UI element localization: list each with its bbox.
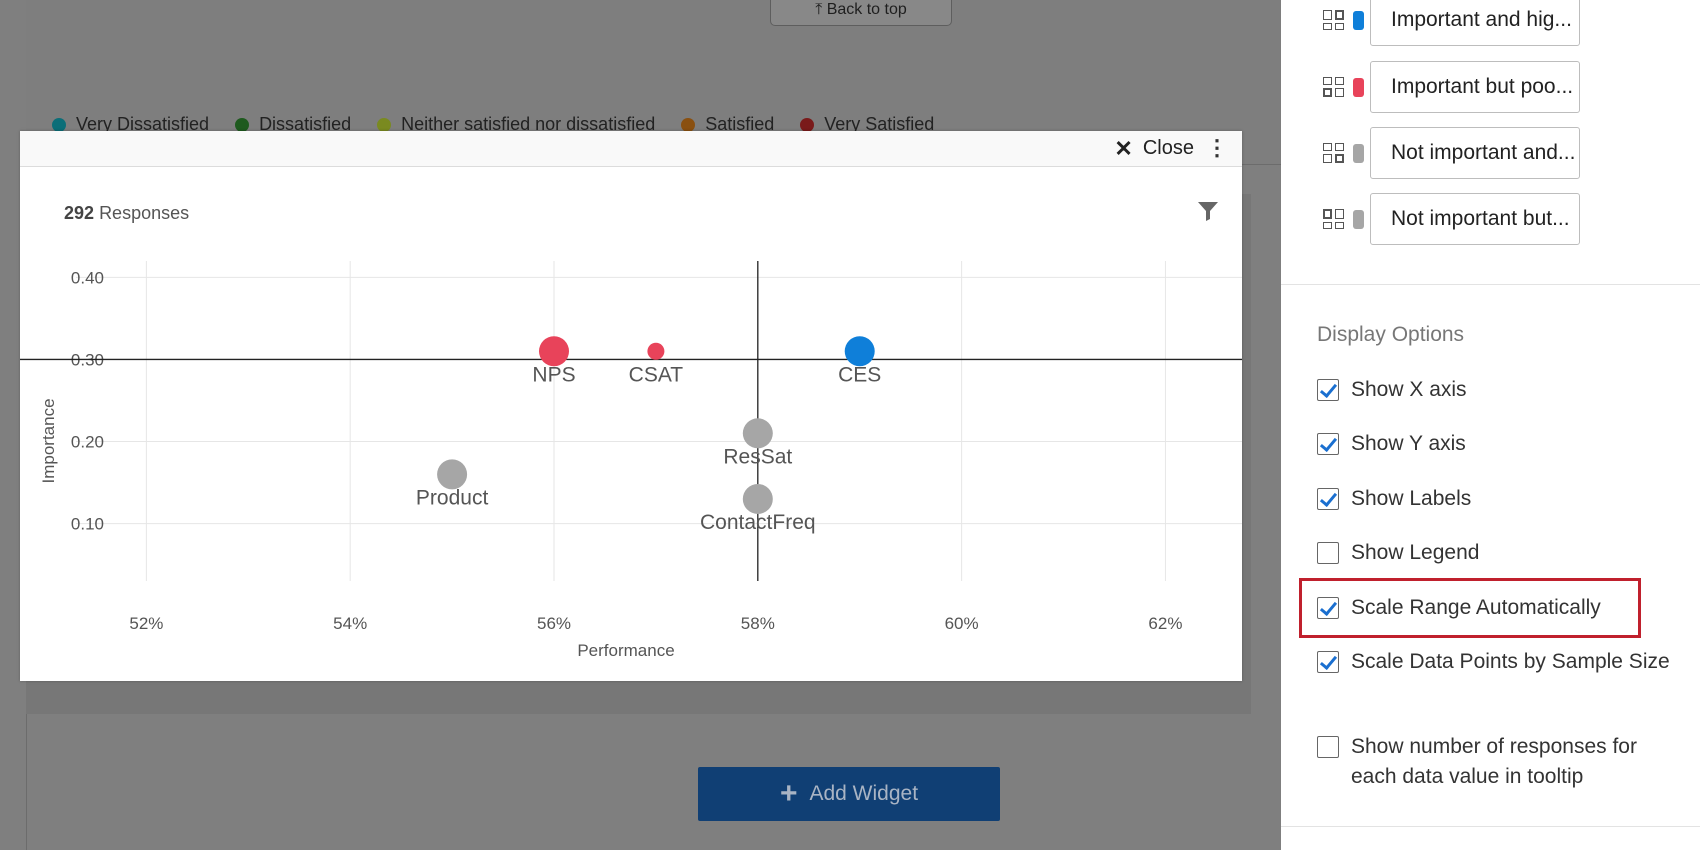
quadrant-label-button[interactable]: Important and hig... [1370, 0, 1580, 46]
quadrant-grid-icon[interactable] [1323, 10, 1345, 30]
x-axis-title: Performance [577, 641, 674, 660]
data-point-ces[interactable] [844, 336, 875, 367]
quadrant-row: Not important but... [1323, 193, 1580, 245]
option-show-y-axis[interactable]: Show Y axis [1317, 429, 1677, 459]
quadrant-row: Important and hig... [1323, 0, 1580, 46]
legend-item: Very Dissatisfied [52, 114, 209, 135]
quadrant-color-swatch[interactable] [1353, 77, 1364, 97]
option-label: Show X axis [1351, 378, 1467, 401]
option-label: Show Legend [1351, 541, 1480, 564]
option-show-x-axis[interactable]: Show X axis [1317, 375, 1677, 405]
background-legend: Very Dissatisfied Dissatisfied Neither s… [52, 114, 934, 135]
option-label: Show Labels [1351, 487, 1472, 510]
option-label: Scale Range Automatically [1351, 596, 1601, 619]
checkbox[interactable] [1317, 542, 1339, 564]
legend-item: Neither satisfied nor dissatisfied [377, 114, 655, 135]
legend-item: Satisfied [681, 114, 774, 135]
x-tick-label: 52% [129, 614, 163, 633]
option-scale-data-points[interactable]: Scale Data Points by Sample Size [1317, 647, 1677, 677]
sidebar: Important and hig... Important but poo..… [1281, 0, 1700, 850]
legend-label: Satisfied [705, 114, 775, 134]
legend-item: Very Satisfied [800, 114, 934, 135]
y-tick-label: 0.10 [71, 515, 104, 534]
modal-header: ✕ Close ⋮ [20, 131, 1242, 167]
responses-label: Responses [99, 203, 190, 223]
legend-dot [235, 117, 250, 132]
quadrant-row: Not important and... [1323, 127, 1580, 179]
responses-count: 292 Responses [64, 203, 189, 224]
option-show-legend[interactable]: Show Legend [1317, 538, 1677, 568]
add-widget-button[interactable]: + Add Widget [698, 767, 1000, 821]
option-label: Scale Data Points by Sample Size [1351, 650, 1670, 673]
option-show-responses-in-tooltip[interactable]: Show number of responses for each data v… [1317, 732, 1677, 792]
legend-label: Dissatisfied [259, 114, 352, 134]
data-point-contactfreq[interactable] [742, 483, 773, 514]
x-tick-label: 58% [741, 614, 775, 633]
checkbox[interactable] [1317, 736, 1339, 758]
legend-item: Dissatisfied [235, 114, 351, 135]
checkbox[interactable] [1317, 651, 1339, 673]
legend-dot [800, 117, 815, 132]
checkbox[interactable] [1317, 597, 1339, 619]
data-point-csat[interactable] [647, 342, 665, 360]
scatter-chart: 52% 54% 56% 58% 60% 62%0.100.200.300.40Perfor… [20, 261, 1242, 660]
checkbox[interactable] [1317, 488, 1339, 510]
divider [1281, 826, 1700, 827]
data-point-label: Product [416, 486, 489, 509]
quadrant-grid-icon[interactable] [1323, 143, 1345, 163]
x-tick-label: 54% [333, 614, 367, 633]
x-tick-label: 56% [537, 614, 571, 633]
y-axis-title: Importance [39, 398, 58, 483]
close-icon: ✕ [1114, 135, 1133, 161]
legend-dot [52, 117, 66, 132]
y-tick-label: 0.20 [71, 433, 104, 452]
quadrant-label-button[interactable]: Not important but... [1370, 193, 1580, 245]
data-point-label: ContactFreq [700, 511, 816, 534]
responses-number: 292 [64, 203, 95, 223]
quadrant-grid-icon[interactable] [1323, 77, 1345, 97]
data-point-nps[interactable] [539, 336, 569, 367]
close-label: Close [1142, 137, 1194, 159]
quadrant-row: Important but poo... [1323, 61, 1580, 113]
data-point-label: ResSat [723, 445, 792, 468]
more-options-icon[interactable]: ⋮ [1206, 135, 1228, 160]
quadrant-color-swatch[interactable] [1353, 209, 1364, 229]
data-point-label: CES [838, 363, 881, 386]
legend-label: Very Satisfied [824, 114, 935, 134]
add-widget-label: Add Widget [809, 782, 919, 805]
filter-icon[interactable] [1196, 199, 1220, 223]
plus-icon: + [779, 777, 798, 810]
quadrant-color-swatch[interactable] [1353, 10, 1364, 30]
widget-modal: ✕ Close ⋮ 292 Responses 52% 54% 56% 58% 60% 6… [20, 131, 1242, 681]
x-tick-label: 60% [945, 614, 979, 633]
option-show-labels[interactable]: Show Labels [1317, 484, 1677, 514]
checkbox[interactable] [1317, 379, 1339, 401]
option-label: Show Y axis [1351, 432, 1466, 455]
display-options-title: Display Options [1317, 323, 1465, 346]
data-point-ressat[interactable] [742, 418, 773, 449]
option-label: Show number of responses for each data v… [1351, 735, 1637, 788]
quadrant-label-button[interactable]: Important but poo... [1370, 61, 1580, 113]
quadrant-grid-icon[interactable] [1323, 209, 1345, 229]
quadrant-label-button[interactable]: Not important and... [1370, 127, 1580, 179]
close-button[interactable]: ✕ Close [1114, 137, 1194, 160]
divider [1281, 284, 1700, 285]
back-to-top-button[interactable]: ⤒ Back to top [770, 0, 952, 26]
legend-label: Neither satisfied nor dissatisfied [401, 114, 656, 134]
legend-label: Very Dissatisfied [76, 114, 210, 134]
data-point-label: CSAT [629, 363, 684, 386]
highlight-box [1299, 578, 1641, 638]
data-point-product[interactable] [437, 459, 468, 490]
data-point-label: NPS [532, 363, 575, 386]
x-tick-label: 62% [1148, 614, 1182, 633]
checkbox[interactable] [1317, 433, 1339, 455]
legend-dot [377, 117, 392, 132]
option-scale-range-automatically[interactable]: Scale Range Automatically [1317, 593, 1677, 623]
quadrant-color-swatch[interactable] [1353, 143, 1364, 163]
y-tick-label: 0.40 [71, 268, 104, 287]
legend-dot [681, 117, 696, 132]
